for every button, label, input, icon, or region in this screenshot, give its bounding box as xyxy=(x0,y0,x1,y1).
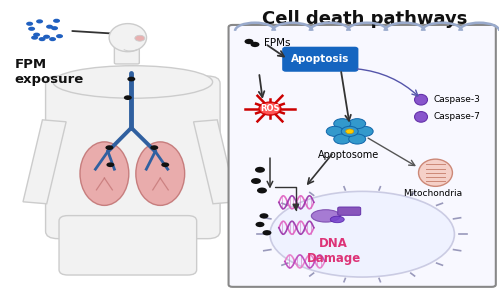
Ellipse shape xyxy=(414,112,428,122)
Circle shape xyxy=(250,42,260,47)
Circle shape xyxy=(46,25,53,29)
Circle shape xyxy=(51,26,58,30)
Ellipse shape xyxy=(136,142,184,206)
Text: Apoptosome: Apoptosome xyxy=(318,150,380,160)
Ellipse shape xyxy=(418,159,452,186)
Circle shape xyxy=(31,36,38,40)
Circle shape xyxy=(260,213,268,219)
Circle shape xyxy=(26,22,33,26)
Circle shape xyxy=(53,19,60,23)
FancyBboxPatch shape xyxy=(228,25,496,287)
Circle shape xyxy=(124,95,132,100)
Ellipse shape xyxy=(312,210,340,222)
Text: Caspase-3: Caspase-3 xyxy=(434,95,480,104)
FancyBboxPatch shape xyxy=(59,216,196,275)
Circle shape xyxy=(161,162,169,167)
Circle shape xyxy=(257,187,267,193)
FancyBboxPatch shape xyxy=(114,45,140,64)
Circle shape xyxy=(348,119,366,129)
Circle shape xyxy=(36,19,43,23)
Circle shape xyxy=(56,34,63,38)
Circle shape xyxy=(259,102,281,115)
Circle shape xyxy=(251,178,261,184)
Circle shape xyxy=(33,33,40,37)
Ellipse shape xyxy=(135,35,145,41)
Text: Cell death pathways: Cell death pathways xyxy=(262,10,468,28)
Circle shape xyxy=(38,37,46,41)
Ellipse shape xyxy=(330,216,344,223)
FancyBboxPatch shape xyxy=(338,207,360,215)
Text: Caspase-7: Caspase-7 xyxy=(434,112,480,121)
Text: Damage: Damage xyxy=(306,252,361,265)
Circle shape xyxy=(334,134,350,144)
Circle shape xyxy=(326,126,343,136)
Circle shape xyxy=(49,37,56,41)
FancyBboxPatch shape xyxy=(283,48,358,71)
Text: DNA: DNA xyxy=(320,237,348,250)
Polygon shape xyxy=(23,120,66,204)
Circle shape xyxy=(262,230,272,236)
Circle shape xyxy=(244,39,254,44)
Circle shape xyxy=(28,27,35,31)
Circle shape xyxy=(43,35,50,39)
Ellipse shape xyxy=(53,66,212,98)
Ellipse shape xyxy=(270,191,454,277)
Circle shape xyxy=(356,126,373,136)
Circle shape xyxy=(255,167,265,173)
FancyBboxPatch shape xyxy=(46,76,220,239)
Circle shape xyxy=(256,222,264,227)
Circle shape xyxy=(341,126,358,136)
Circle shape xyxy=(348,134,366,144)
Ellipse shape xyxy=(109,23,146,52)
Circle shape xyxy=(106,145,114,150)
Text: ROS: ROS xyxy=(260,104,280,113)
Circle shape xyxy=(334,119,350,129)
Text: Apoptosis: Apoptosis xyxy=(291,54,350,64)
Circle shape xyxy=(150,145,158,150)
Circle shape xyxy=(128,77,136,81)
Circle shape xyxy=(346,129,354,134)
Text: Mitochondria: Mitochondria xyxy=(403,189,462,198)
Polygon shape xyxy=(194,120,236,204)
Ellipse shape xyxy=(80,142,129,206)
Ellipse shape xyxy=(414,94,428,105)
Text: FPM
exposure: FPM exposure xyxy=(14,58,84,86)
Circle shape xyxy=(106,162,114,167)
Text: FPMs: FPMs xyxy=(264,38,290,48)
